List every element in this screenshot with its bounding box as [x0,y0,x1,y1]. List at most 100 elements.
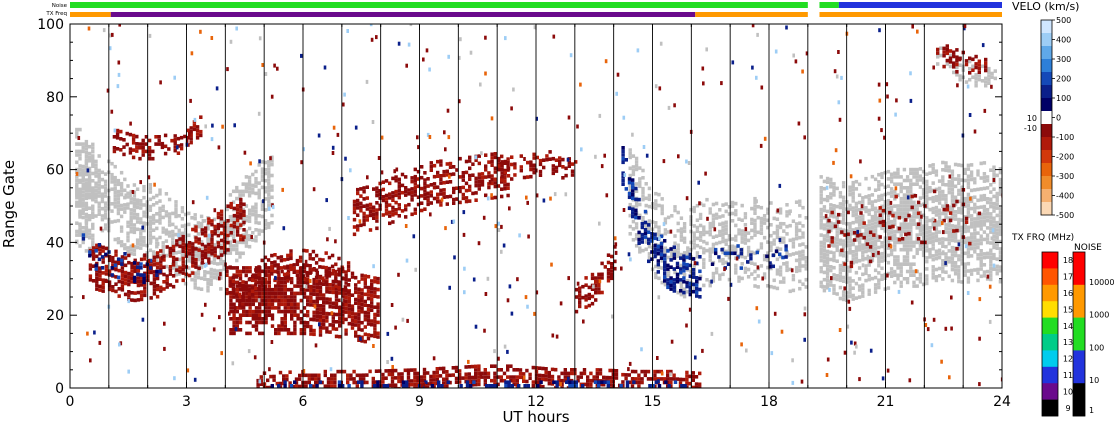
scatter-cell [87,177,92,182]
scatter-cell [595,375,599,379]
scatter-cell [880,175,884,180]
scatter-cell [995,257,999,261]
scatter-cell [180,217,185,221]
scatter-cell [113,205,117,209]
scatter-cell [857,277,862,281]
scatter-cell [103,172,108,176]
scatter-cell [979,256,983,260]
scatter-cell [120,277,125,281]
noise-strip-segment [536,2,808,8]
scatter-cell [801,264,805,268]
scatter-cell [653,384,657,388]
scatter-cell [175,242,179,247]
scatter-cell [656,377,660,381]
scatter-cell [195,136,200,140]
scatter-cell [766,258,770,263]
scatter-cell [638,246,642,250]
scatter-cell [318,293,323,297]
scatter-cell [413,211,417,215]
scatter-cell [589,382,593,387]
scatter-cell [947,227,951,231]
scatter-cell [375,193,379,198]
scatter-cell [197,241,201,245]
scatter-cell [921,228,926,232]
scatter-cell [452,197,456,202]
scatter-cell [971,64,975,69]
scatter-cell [877,209,881,213]
scatter-cell [897,215,902,220]
scatter-cell [338,291,342,295]
scatter-cell [354,312,358,316]
scatter-cell [973,202,977,207]
scatter-cell [854,281,859,286]
scatter-cell [819,244,823,248]
scatter-cell [330,377,334,381]
scatter-cell [931,254,935,258]
scatter-cell [101,285,105,290]
scatter-cell [657,192,661,197]
scatter-cell [889,234,894,238]
scatter-cell [702,283,706,288]
scatter-cell [743,215,748,220]
scatter-cell [915,171,919,175]
scatter-cell [490,156,494,160]
scatter-cell [794,200,799,204]
scatter-cell [84,227,89,231]
scatter-cell [168,254,173,258]
scatter-cell [225,287,229,292]
scatter-cell [654,199,658,203]
scatter-cell [155,262,160,266]
scatter-cell [902,215,907,219]
scatter-cell [277,302,281,307]
scatter-cell [302,263,306,267]
scatter-cell [832,222,836,226]
scatter-cell [81,215,85,220]
scatter-cell [135,245,140,250]
scatter-cell [263,171,268,176]
scatter-cell [263,270,268,274]
scatter-cell [183,227,188,231]
scatter-cell [315,270,319,275]
scatter-cell [458,189,462,194]
scatter-cell [950,184,955,188]
scatter-cell [944,183,948,187]
scatter-cell [318,276,322,280]
scatter-cell [360,288,364,292]
scatter-cell [354,286,358,291]
scatter-cell [864,238,868,243]
scatter-cell [239,201,243,205]
scatter-cell [148,204,153,209]
scatter-cell [896,266,900,270]
scatter-cell [302,295,307,299]
scatter-cell [267,192,271,197]
scatter-cell [835,204,839,209]
scatter-cell [841,199,846,203]
scatter-cell [317,373,321,378]
scatter-cell [870,204,875,208]
scatter-cell [235,229,240,234]
scatter-cell [84,219,89,224]
scatter-cell [631,238,636,242]
scatter-cell [830,239,834,244]
scatter-cell [528,376,532,380]
scatter-cell [375,201,379,205]
scatter-cell [737,275,741,280]
scatter-cell [932,218,937,223]
scatter-cell [918,243,923,248]
scatter-cell [231,290,236,294]
scatter-cell [158,188,162,192]
scatter-cell [692,264,696,268]
scatter-cell [753,277,757,281]
scatter-cell [363,339,367,344]
scatter-cell [702,247,706,251]
scatter-cell [410,212,414,217]
scatter-cell [886,220,891,225]
scatter-cell [921,242,926,247]
scatter-cell [91,211,95,216]
scatter-cell [318,318,323,323]
scatter-cell [953,184,958,189]
scatter-cell [173,141,177,146]
scatter-cell [597,276,601,280]
scatter-cell [349,377,353,381]
scatter-cell [838,220,843,224]
